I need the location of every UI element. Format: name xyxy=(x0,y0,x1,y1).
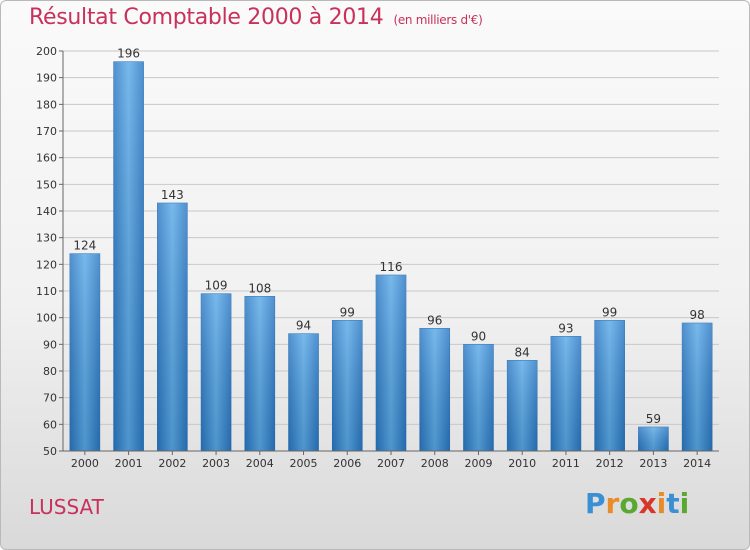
bar-shade xyxy=(419,328,450,451)
logo-letter: t xyxy=(666,487,680,520)
data-label: 196 xyxy=(117,47,140,61)
y-tick-label: 150 xyxy=(36,178,57,191)
x-tick-label: 2006 xyxy=(333,457,361,470)
y-tick-label: 200 xyxy=(36,45,57,58)
x-tick-label: 2001 xyxy=(115,457,143,470)
data-label: 98 xyxy=(689,308,704,322)
bar-shade xyxy=(682,323,713,451)
chart-title: Résultat Comptable 2000 à 2014 (en millie… xyxy=(29,5,483,30)
data-label: 84 xyxy=(515,345,530,359)
data-label: 143 xyxy=(161,188,184,202)
logo-letter: r xyxy=(605,487,620,520)
data-label: 99 xyxy=(602,305,617,319)
data-label: 124 xyxy=(73,239,96,253)
bar-shade xyxy=(507,360,538,451)
x-tick-label: 2003 xyxy=(202,457,230,470)
data-label: 93 xyxy=(558,321,573,335)
bar-shade xyxy=(376,275,406,451)
x-tick-label: 2010 xyxy=(508,457,536,470)
x-tick-label: 2013 xyxy=(639,457,667,470)
y-tick-label: 120 xyxy=(36,258,57,271)
x-tick-label: 2008 xyxy=(421,457,449,470)
bar-shade xyxy=(201,293,232,451)
y-axis: 50 60 70 80 90 100 110 120 130 140 150 160 170 180 190… xyxy=(36,45,64,458)
location-label: LUSSAT xyxy=(29,495,104,519)
logo-letter: i xyxy=(679,487,690,520)
y-tick-label: 80 xyxy=(43,365,57,378)
x-tick-label: 2011 xyxy=(552,457,580,470)
x-tick-label: 2012 xyxy=(596,457,624,470)
y-tick-label: 50 xyxy=(43,445,57,458)
y-tick-label: 180 xyxy=(36,98,57,111)
data-label: 109 xyxy=(205,279,228,293)
bar-shade xyxy=(638,427,669,451)
bar-shade xyxy=(332,320,363,451)
bar-shade xyxy=(550,336,581,451)
data-label: 94 xyxy=(296,319,311,333)
data-label: 90 xyxy=(471,329,486,343)
x-axis: 2000 2001 2002 2003 2004 2005 2006 2007 2008 2009… xyxy=(63,450,719,470)
x-tick-label: 2007 xyxy=(377,457,405,470)
bar-shade xyxy=(594,320,625,451)
y-tick-label: 60 xyxy=(43,418,57,431)
data-label: 99 xyxy=(340,305,355,319)
y-tick-label: 130 xyxy=(36,232,57,245)
x-tick-label: 2005 xyxy=(290,457,318,470)
y-tick-label: 170 xyxy=(36,125,57,138)
x-tick-label: 2014 xyxy=(683,457,711,470)
data-label: 59 xyxy=(646,412,661,426)
logo-letter: P xyxy=(585,487,606,520)
logo-letter: x xyxy=(638,487,657,520)
data-label: 116 xyxy=(380,260,403,274)
y-tick-label: 190 xyxy=(36,72,57,85)
bars: 124 196 143 109 108 94 99 116 96 90 84 93 99 59 98 xyxy=(69,47,713,452)
bar-shade xyxy=(463,344,494,451)
y-tick-label: 160 xyxy=(36,152,57,165)
data-label: 108 xyxy=(248,281,271,295)
y-tick-label: 140 xyxy=(36,205,57,218)
bar-shade xyxy=(157,203,188,451)
data-label: 96 xyxy=(427,313,442,327)
y-tick-label: 100 xyxy=(36,312,57,325)
bar-shade xyxy=(113,61,144,452)
x-tick-label: 2000 xyxy=(71,457,99,470)
proxiti-logo: Proxiti xyxy=(585,487,689,520)
x-tick-label: 2004 xyxy=(246,457,274,470)
chart-unit-label: (en milliers d'€) xyxy=(393,13,483,27)
y-tick-label: 70 xyxy=(43,392,57,405)
bar-shade xyxy=(288,333,319,451)
x-tick-label: 2009 xyxy=(464,457,492,470)
x-tick-label: 2002 xyxy=(158,457,186,470)
logo-letter: o xyxy=(619,487,639,520)
bar-shade xyxy=(69,253,100,451)
y-tick-label: 110 xyxy=(36,285,57,298)
bar-shade xyxy=(244,296,275,451)
logo-letter: i xyxy=(656,487,667,520)
y-tick-label: 90 xyxy=(43,338,57,351)
chart-title-text: Résultat Comptable 2000 à 2014 xyxy=(29,5,384,30)
